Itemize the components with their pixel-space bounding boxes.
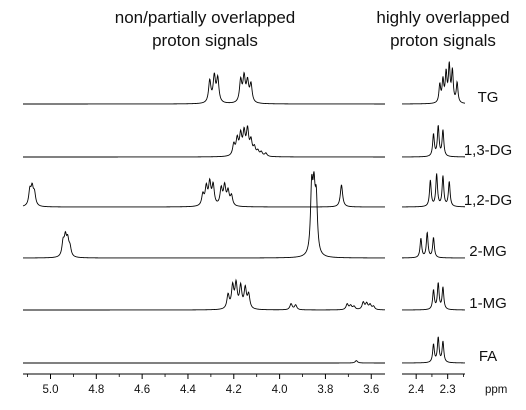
left-header-line1: non/partially overlapped (114, 8, 296, 27)
spectra-traces (22, 61, 466, 364)
left-tick-label-4.6: 4.6 (134, 384, 150, 396)
left-tick-label-4.4: 4.4 (180, 384, 197, 396)
compound-label-tg: TG (478, 89, 499, 106)
compound-label-1-mg: 1-MG (469, 295, 507, 312)
spectrum-left-1-mg (23, 278, 386, 311)
left-tick-label-3.6: 3.6 (363, 384, 379, 396)
right-header-line2: proton signals (390, 31, 496, 50)
compound-label-2-mg: 2-MG (469, 243, 507, 260)
ppm-axes: 5.0 4.8 4.6 4.4 4.2 4.0 3.8 3.6 2.4 2.3 ppm (23, 373, 507, 396)
spectrum-right-1-3-dg (402, 125, 465, 158)
left-panel-header: non/partially overlapped proton signals (90, 6, 320, 52)
spectrum-left-1-2-dg (22, 177, 385, 208)
left-tick-label-5.0: 5.0 (42, 384, 58, 396)
compound-label-1-2-dg: 1,2-DG (464, 192, 512, 209)
left-tick-label-4.0: 4.0 (272, 384, 288, 396)
right-tick-label-2.3: 2.3 (440, 384, 456, 396)
spectrum-left-2-mg (23, 171, 385, 259)
right-panel-header: highly overlapped proton signals (360, 6, 526, 52)
spectrum-right-2-mg (401, 231, 465, 259)
x-axis-unit-label: ppm (485, 384, 507, 396)
spectrum-left-fa (23, 360, 385, 364)
spectrum-right-1-2-dg (402, 173, 465, 208)
spectrum-left-1-3-dg (23, 125, 385, 158)
left-tick-label-4.2: 4.2 (226, 384, 242, 396)
right-tick-label-2.4: 2.4 (408, 384, 425, 396)
spectrum-left-tg (23, 71, 385, 105)
left-tick-label-4.8: 4.8 (88, 384, 104, 396)
compound-label-fa: FA (479, 348, 497, 365)
left-tick-label-3.8: 3.8 (317, 384, 333, 396)
spectrum-right-1-mg (402, 282, 466, 311)
spectrum-right-fa (402, 336, 465, 364)
right-header-line1: highly overlapped (376, 8, 510, 27)
left-header-line2: proton signals (152, 31, 258, 50)
compound-labels: TG 1,3-DG 1,2-DG 2-MG 1-MG FA (464, 89, 512, 365)
spectrum-right-tg (402, 61, 466, 105)
compound-label-1-3-dg: 1,3-DG (464, 142, 512, 159)
